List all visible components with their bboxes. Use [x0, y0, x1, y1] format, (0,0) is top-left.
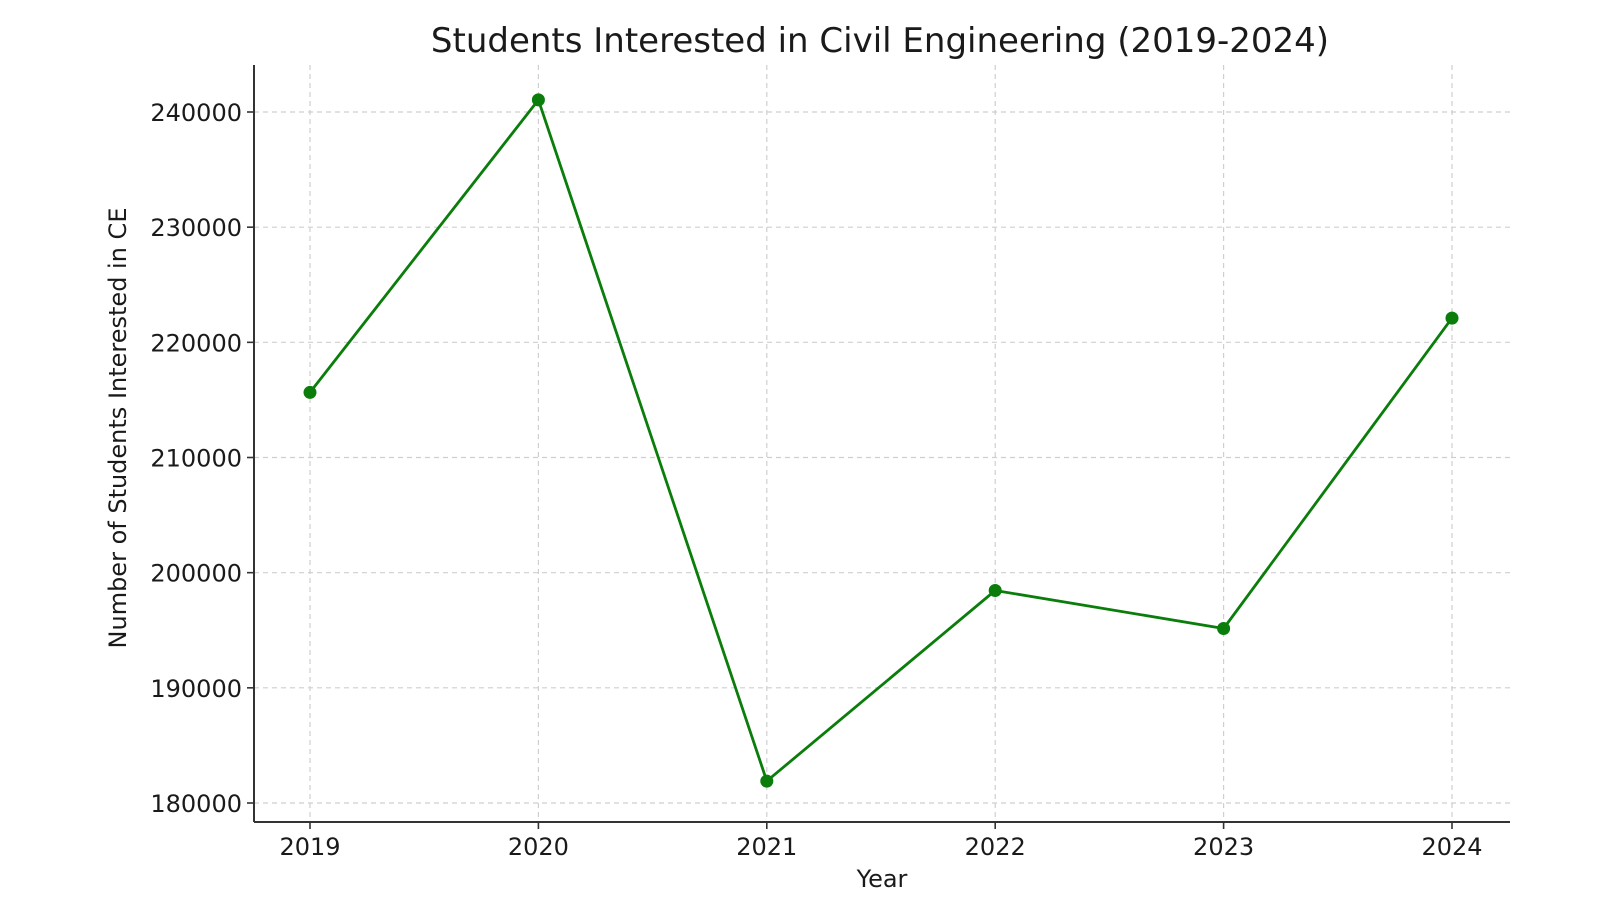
y-tick-label: 210000: [150, 445, 242, 473]
y-tick-label: 190000: [150, 675, 242, 703]
x-tick-label: 2019: [279, 833, 340, 861]
data-point-marker: [1445, 311, 1459, 325]
data-series: [303, 93, 1459, 788]
grid-lines: [254, 65, 1510, 822]
x-tick-label: 2022: [965, 833, 1026, 861]
data-point-marker: [1217, 622, 1231, 636]
data-point-marker: [531, 93, 545, 107]
x-tick-label: 2023: [1193, 833, 1254, 861]
data-point-marker: [303, 385, 317, 399]
y-tick-label: 220000: [150, 329, 242, 357]
y-tick-label: 200000: [150, 560, 242, 588]
y-tick-label: 180000: [150, 790, 242, 818]
x-tick-label: 2024: [1421, 833, 1482, 861]
x-tick-label: 2021: [736, 833, 797, 861]
series-line: [308, 98, 1454, 783]
x-axis-ticks: 2019 2020 2021 2022 2023 2024: [279, 822, 1483, 861]
x-tick-label: 2020: [508, 833, 569, 861]
y-axis-ticks: 180000 190000 200000 210000 220000 230000 2400…: [150, 99, 254, 818]
y-tick-label: 240000: [150, 99, 242, 127]
data-point-marker: [988, 584, 1002, 598]
x-axis-label: Year: [856, 865, 908, 893]
axes: [253, 65, 1510, 823]
chart-title: Students Interested in Civil Engineering…: [431, 21, 1329, 61]
y-tick-label: 230000: [150, 214, 242, 242]
y-axis-label: Number of Students Interested in CE: [104, 208, 132, 649]
data-point-marker: [760, 774, 774, 788]
